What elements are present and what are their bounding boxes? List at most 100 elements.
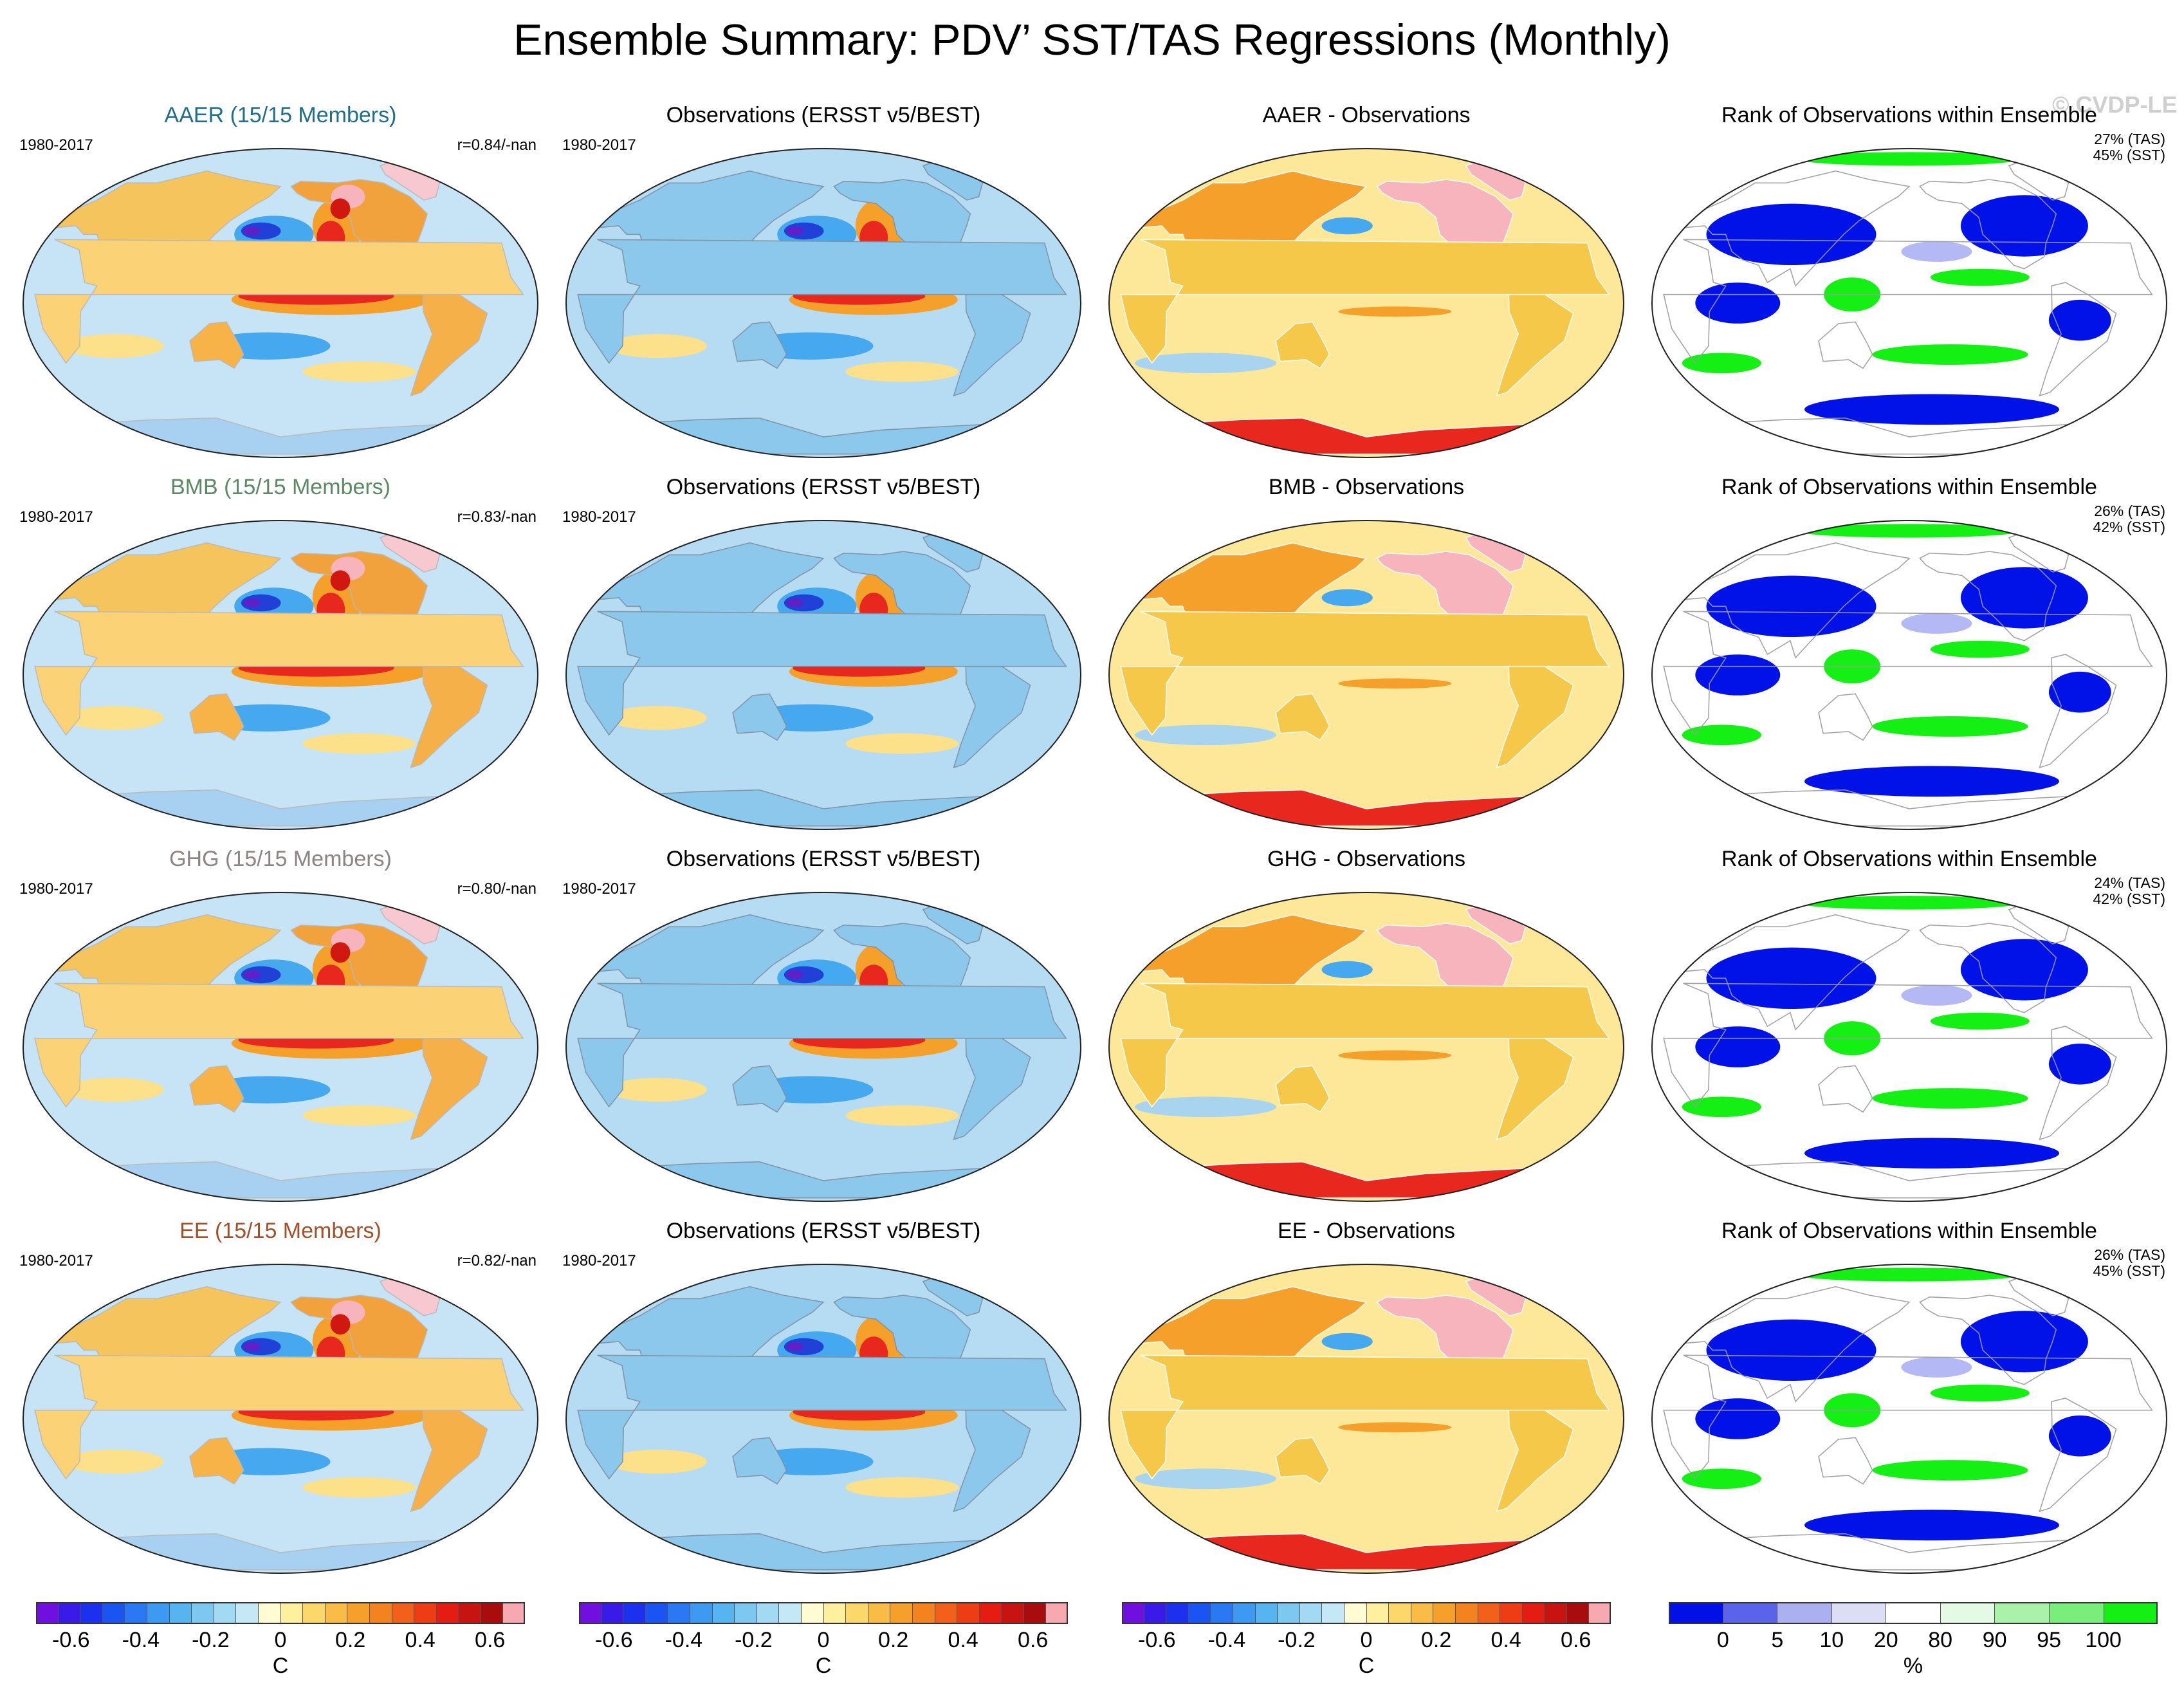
colorbar-swatch xyxy=(192,1602,214,1624)
colorbar-swatch xyxy=(80,1602,103,1624)
colorbar-swatch xyxy=(369,1602,392,1624)
map-border xyxy=(1651,892,2167,1202)
colorbar-tick-label: 0.4 xyxy=(948,1628,978,1652)
antarctica-land xyxy=(1722,1533,2094,1571)
eurasia-land xyxy=(1684,1286,1911,1403)
obs-map xyxy=(565,892,1081,1202)
colorbar-tick-label: 0.4 xyxy=(1491,1628,1521,1652)
southern-ocean-low-rank xyxy=(1804,394,2059,425)
south-pacific-high-rank xyxy=(1872,1088,2028,1109)
temperature-colorbar: -0.6 -0.4 -0.2 0 0.2 0.4 0.6 C xyxy=(1122,1602,1611,1686)
africa-land xyxy=(1663,611,2153,736)
colorbar-tick-label: -0.4 xyxy=(122,1628,160,1652)
southern-cool-difference xyxy=(1135,1096,1276,1118)
kuroshio-cool-difference xyxy=(1321,217,1373,235)
colorbar-tick-label: 0 xyxy=(1716,1628,1729,1652)
eurasia-land xyxy=(1684,542,1911,659)
indian-ocean-warm xyxy=(607,1078,707,1102)
rank-map-panel: Rank of Observations within Ensemble 26% … xyxy=(1639,1219,2179,1579)
diff-map-panel: BMB - Observations xyxy=(1096,475,1637,835)
australia-land xyxy=(1818,1065,1873,1113)
rank-colorbar: 0 5 10 20 80 90 95 100% xyxy=(1669,1602,2158,1686)
south-pacific-high-rank xyxy=(1872,1460,2028,1481)
equatorial-warm-difference xyxy=(1338,678,1452,689)
difference-panel-title: BMB - Observations xyxy=(1268,475,1465,499)
colorbar-tick-label: 95 xyxy=(2037,1628,2062,1652)
eurasia-low-rank xyxy=(1706,1319,1877,1381)
rank-sst-label: 45% (SST) xyxy=(2093,147,2165,164)
rank-sst-label: 45% (SST) xyxy=(2093,1262,2165,1280)
arctic-high-rank xyxy=(1796,896,2023,910)
colorbar-swatch xyxy=(735,1602,757,1624)
southern-warm-band xyxy=(302,733,416,754)
colorbar-tick-label: 90 xyxy=(1982,1628,2007,1652)
south-america-land xyxy=(2039,1026,2117,1141)
north-america-land xyxy=(1919,179,2057,270)
antarctica-land xyxy=(93,1161,465,1199)
colorbar-swatch xyxy=(601,1602,624,1624)
southern-warm-band xyxy=(302,1477,416,1498)
australia-land xyxy=(189,1065,244,1113)
model-map xyxy=(23,148,538,458)
map-border xyxy=(565,892,1081,1202)
colorbar-swatch xyxy=(1669,1602,1723,1624)
colorbar-tick-label: 0 xyxy=(274,1628,287,1652)
colorbar-swatch xyxy=(436,1602,459,1624)
colorbar-swatch xyxy=(1455,1602,1478,1624)
indian-ocean-low-rank xyxy=(1695,654,1781,696)
antarctica-land xyxy=(636,417,1008,455)
colorbar-swatch xyxy=(623,1602,646,1624)
observations-panel-title: Observations (ERSST v5/BEST) xyxy=(666,847,981,871)
diff-map-panel: AAER - Observations xyxy=(1096,103,1637,463)
map-border xyxy=(565,148,1081,458)
north-pacific-mid-rank xyxy=(1901,241,1972,262)
figure-title: Ensemble Summary: PDV’ SST/TAS Regressio… xyxy=(513,15,1671,64)
indian-ocean-warm xyxy=(607,706,707,730)
colorbar-swatch xyxy=(1522,1602,1545,1624)
pattern-correlation-label: r=0.83/-nan xyxy=(457,508,537,526)
colorbar-swatch xyxy=(1002,1602,1024,1624)
rank-sst-label: 42% (SST) xyxy=(2093,519,2165,536)
southern-ocean-low-rank xyxy=(1804,1509,2059,1541)
australia-land xyxy=(732,1437,787,1485)
north-pacific-cool-core xyxy=(241,594,281,612)
colorbar-swatch xyxy=(1233,1602,1256,1624)
rank-map xyxy=(1651,892,2167,1202)
colorbar-swatch xyxy=(414,1602,437,1624)
rank-percent-labels: 27% (TAS) 45% (SST) xyxy=(2093,131,2165,164)
obs-map-panel: Observations (ERSST v5/BEST) 1980-2017 xyxy=(553,1219,1094,1579)
antarctica-land xyxy=(93,417,465,455)
model-panel-title: GHG (15/15 Members) xyxy=(169,847,392,871)
model-map xyxy=(23,892,538,1202)
colorbar-swatch xyxy=(459,1602,481,1624)
colorbar-swatch xyxy=(58,1602,81,1624)
tropical-pacific-high-rank xyxy=(1930,1012,2030,1030)
colorbar-swatch xyxy=(935,1602,958,1624)
rank-map xyxy=(1651,520,2167,830)
north-america-land xyxy=(1919,1295,2057,1385)
period-label: 1980-2017 xyxy=(562,880,636,898)
map-border xyxy=(23,1264,538,1574)
australia-land xyxy=(1275,1437,1330,1485)
difference-panel-title: GHG - Observations xyxy=(1267,847,1465,871)
south-pacific-high-rank xyxy=(1872,716,2028,737)
australia-land xyxy=(1275,321,1330,369)
south-america-low-rank xyxy=(2048,671,2111,713)
north-pacific-mid-rank xyxy=(1901,1357,1972,1378)
eurasia-low-rank xyxy=(1706,947,1877,1009)
colorbar-tick-label: 0.6 xyxy=(475,1628,506,1652)
antarctica-land xyxy=(93,789,465,827)
tropical-pacific-high-rank xyxy=(1930,640,2030,658)
colorbar-swatch xyxy=(1831,1602,1887,1624)
colorbar-swatch xyxy=(125,1602,147,1624)
africa-land xyxy=(1663,983,2153,1108)
antarctica-land xyxy=(636,1533,1008,1571)
indian-ocean-warm xyxy=(64,1078,164,1102)
equatorial-warm-difference xyxy=(1338,1422,1452,1433)
north-pacific-cool-extreme xyxy=(786,598,803,607)
colorbar-swatch xyxy=(1299,1602,1323,1624)
colorbar-swatch xyxy=(1278,1602,1300,1624)
colorbar-swatch xyxy=(303,1602,326,1624)
colorbar-tick-label: 0.4 xyxy=(405,1628,436,1652)
colorbar-tick-label: -0.6 xyxy=(595,1628,633,1652)
